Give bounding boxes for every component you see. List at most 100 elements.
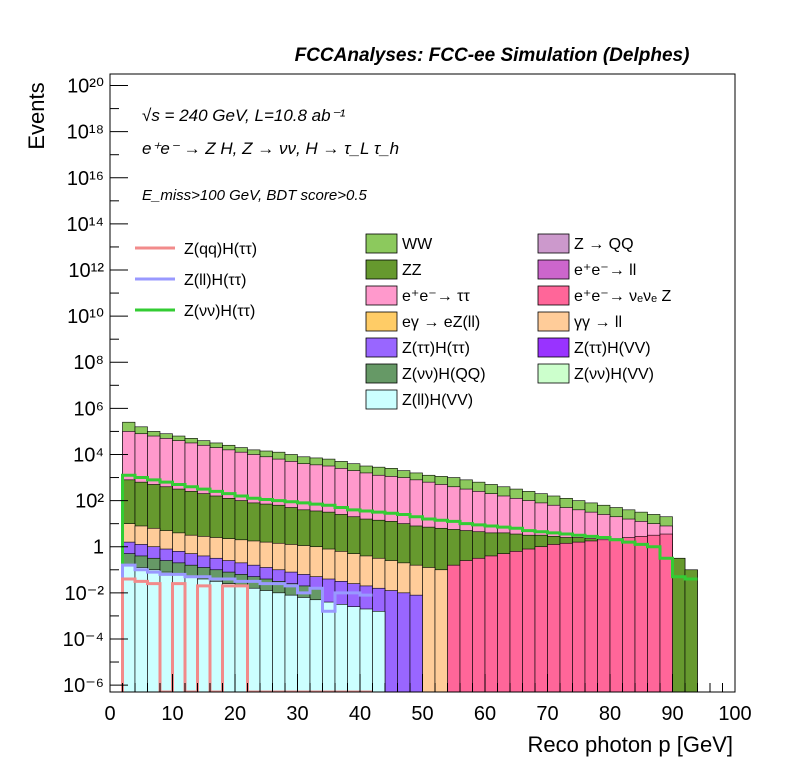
chart-header: FCCAnalyses: FCC-ee Simulation (Delphes) — [295, 45, 690, 66]
stack-bar — [259, 590, 273, 692]
legend-fill-swatch — [365, 259, 398, 280]
stack-bar — [684, 569, 698, 692]
stack-bar — [134, 567, 148, 692]
stack-bar — [172, 574, 186, 692]
legend-background-label: Z(νν)H(QQ) — [402, 366, 486, 383]
stack-bar — [634, 536, 648, 692]
y-tick-label: 10²⁰ — [67, 76, 104, 98]
legend-background-label: Z(ττ)H(ττ) — [402, 340, 470, 357]
legend-signal-label: Z(νν)H(ττ) — [184, 303, 255, 320]
y-tick-label: 10¹⁶ — [67, 168, 104, 190]
signal-line — [121, 563, 373, 692]
y-tick-label: 10⁴ — [73, 444, 104, 466]
y-tick-label: 10¹⁰ — [67, 306, 104, 328]
stack-bar — [122, 564, 136, 692]
y-tick-label: 10⁸ — [73, 352, 104, 374]
legend-fill-swatch — [365, 233, 398, 254]
annotation-selection: E_miss>100 GeV, BDT score>0.5 — [142, 187, 367, 204]
y-tick-label: 10⁻⁶ — [63, 675, 104, 697]
stack-bar — [622, 537, 636, 692]
x-tick-label: 30 — [286, 703, 308, 725]
stack-bar — [247, 587, 261, 692]
x-tick-label: 70 — [536, 703, 558, 725]
stack-bar — [297, 597, 311, 692]
legend-background-label: Z(ll)H(VV) — [402, 392, 473, 409]
x-tick-label: 50 — [411, 703, 433, 725]
legend-fill-swatch — [537, 233, 570, 254]
legend-fill-swatch — [365, 285, 398, 306]
legend-background-label: Z → QQ — [574, 236, 634, 253]
stack-bar — [497, 553, 511, 692]
signal-line — [121, 577, 373, 692]
stack-bar — [322, 601, 336, 692]
stack-bar — [672, 557, 686, 692]
stack-bar — [234, 585, 248, 692]
stack-bar — [284, 594, 298, 692]
stack-bar — [309, 599, 323, 692]
y-tick-label: 10⁶ — [74, 398, 104, 420]
stack-bar — [222, 583, 236, 692]
stack-bar — [559, 542, 573, 692]
x-tick-label: 60 — [474, 703, 496, 725]
stack-bar — [509, 551, 523, 692]
legend-background-label: γγ → ll — [574, 314, 622, 331]
stack-bar — [534, 546, 548, 692]
stack-bar — [334, 604, 348, 692]
legend-fill-swatch — [537, 363, 570, 384]
stack-bar — [197, 578, 211, 692]
stack-bar — [647, 534, 661, 692]
annotation-energy: √s = 240 GeV, L=10.8 ab⁻¹ — [142, 106, 346, 125]
stack-bar — [397, 592, 411, 692]
stack-bar — [272, 592, 286, 692]
legend-background-label: e⁺e⁻→ ll — [574, 262, 636, 279]
stack-bar — [609, 538, 623, 692]
stack-bar — [572, 541, 586, 692]
stack-bar — [547, 544, 561, 692]
legend-signal-label: Z(ll)H(ττ) — [184, 272, 246, 289]
x-tick-label: 40 — [349, 703, 371, 725]
legend-fill-swatch — [365, 337, 398, 358]
stack-bar — [209, 581, 223, 692]
legend-fill-swatch — [365, 389, 398, 410]
y-tick-label: 10¹² — [68, 260, 104, 282]
y-tick-label: 10¹⁴ — [67, 214, 105, 236]
legend-fill-swatch — [537, 259, 570, 280]
legend-signals: Z(qq)H(ττ) Z(ll)H(ττ) Z(νν)H(ττ) — [135, 241, 257, 320]
annotation-process: e⁺e⁻ → Z H, Z → νν, H → τ_L τ_h — [142, 139, 399, 158]
legend-fill-swatch — [537, 311, 570, 332]
legend-fill-swatch — [537, 285, 570, 306]
signal-lines — [121, 473, 698, 692]
stack-bar — [184, 576, 198, 692]
legend-fill-swatch — [537, 337, 570, 358]
stack-bar — [384, 590, 398, 692]
stack-bar — [159, 571, 173, 692]
legend-background-label: e⁺e⁻→ ττ — [402, 288, 470, 305]
plot-area — [121, 421, 698, 692]
stack-bar — [372, 610, 386, 692]
y-tick-label: 1 — [93, 537, 104, 559]
x-tick-label: 80 — [599, 703, 621, 725]
x-tick-label: 10 — [161, 703, 183, 725]
stack-bar — [359, 608, 373, 692]
legend-background-label: eγ → eZ(ll) — [402, 314, 480, 331]
x-tick-label: 90 — [661, 703, 683, 725]
legend-background-label: Z(ττ)H(VV) — [574, 340, 651, 357]
stack-bar — [409, 594, 423, 692]
stack-bar — [147, 569, 161, 692]
x-tick-label: 20 — [224, 703, 246, 725]
x-tick-label: 0 — [104, 703, 115, 725]
stack-bar — [584, 540, 598, 692]
y-axis-label: Events — [24, 82, 49, 149]
legend-background-label: WW — [402, 236, 433, 253]
stack-bar — [472, 557, 486, 692]
stack-bar — [459, 560, 473, 692]
y-axis: 10⁻⁶ 10⁻⁴ 10⁻² 1 10² 10⁴ 10⁶ 10⁸ 10¹⁰ 10¹² 10¹⁴ 10¹… — [63, 76, 128, 697]
x-axis: 0 10 20 30 40 50 60 70 80 90 100 — [104, 674, 752, 725]
legend-background-label: e⁺e⁻→ νₑνₑ Z — [574, 288, 671, 305]
signal-line — [121, 473, 698, 692]
legend-fill-swatch — [365, 311, 398, 332]
stack-bar — [434, 569, 448, 692]
legend-signal-label: Z(qq)H(ττ) — [184, 241, 257, 258]
legend-background-label: Z(νν)H(VV) — [574, 366, 654, 383]
